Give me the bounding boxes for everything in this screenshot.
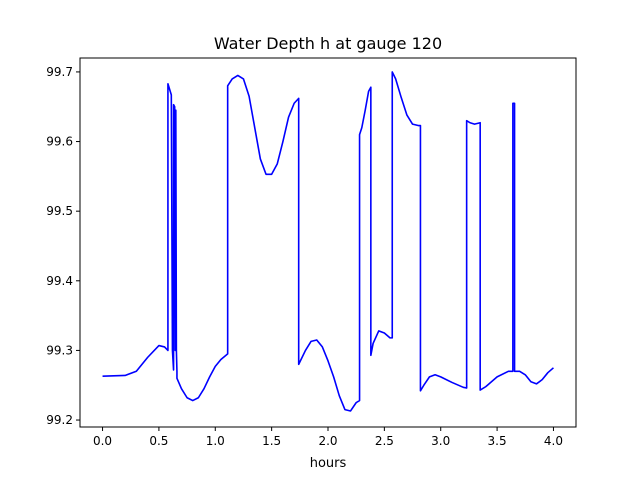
y-tick-label: 99.5: [46, 204, 73, 218]
y-tick-label: 99.4: [46, 274, 73, 288]
x-tick-label: 2.5: [375, 434, 394, 448]
y-tick-label: 99.6: [46, 135, 73, 149]
x-tick-label: 3.0: [431, 434, 450, 448]
chart-title: Water Depth h at gauge 120: [214, 34, 442, 53]
x-tick-label: 3.5: [488, 434, 507, 448]
x-tick-label: 1.0: [206, 434, 225, 448]
series-line: [102, 71, 554, 412]
y-tick-label: 99.7: [46, 65, 73, 79]
x-tick-label: 2.0: [318, 434, 337, 448]
y-tick-label: 99.2: [46, 413, 73, 427]
y-axis-ticks: 99.2 99.3 99.4 99.5 99.6 99.7: [46, 65, 80, 427]
x-axis-label: hours: [310, 456, 347, 471]
x-tick-label: 0.5: [149, 434, 168, 448]
x-tick-label: 0.0: [93, 434, 112, 448]
plot-area-frame: [79, 57, 577, 428]
x-axis-ticks: 0.0 0.5 1.0 1.5 2.0 2.5 3.0 3.5 4.0: [93, 427, 563, 448]
x-tick-label: 4.0: [544, 434, 563, 448]
series-layer: [102, 71, 554, 412]
y-tick-label: 99.3: [46, 343, 73, 357]
x-tick-label: 1.5: [262, 434, 281, 448]
